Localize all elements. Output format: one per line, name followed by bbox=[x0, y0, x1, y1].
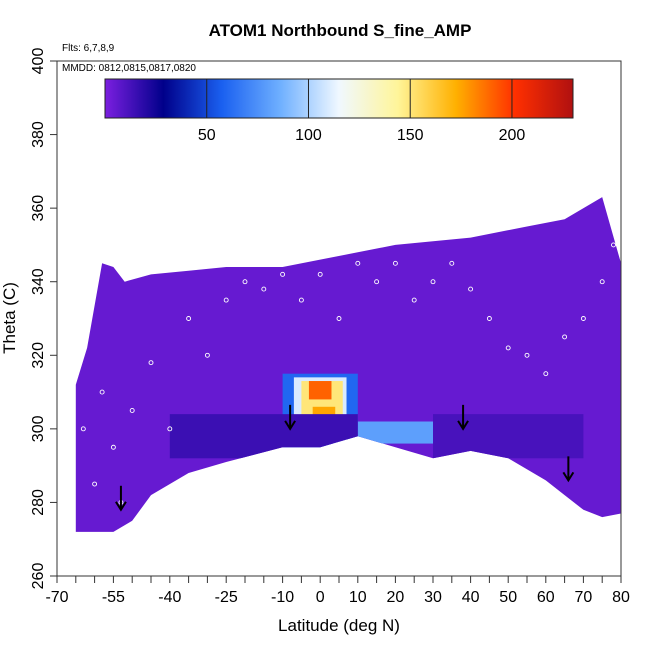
arrow-head bbox=[562, 471, 575, 483]
observation-point bbox=[298, 297, 304, 303]
x-tick-label: -40 bbox=[158, 589, 181, 606]
y-tick-label: 300 bbox=[30, 415, 47, 442]
x-tick-label: 40 bbox=[462, 589, 480, 606]
observation-point bbox=[562, 334, 568, 340]
arrow-marker bbox=[284, 404, 296, 431]
plot-area bbox=[56, 60, 622, 577]
x-tick-label: 70 bbox=[575, 589, 593, 606]
arrow-head bbox=[457, 420, 469, 431]
arrow-marker bbox=[562, 456, 575, 483]
arrow-markers bbox=[115, 404, 575, 512]
colorbar-tick-label: 200 bbox=[499, 127, 526, 144]
x-tick-label: 60 bbox=[537, 589, 555, 606]
x-tick-label: -10 bbox=[271, 589, 294, 606]
observation-point bbox=[80, 426, 86, 432]
observation-point bbox=[599, 279, 605, 285]
observation-point bbox=[374, 279, 380, 285]
observation-point bbox=[392, 260, 398, 266]
observation-point bbox=[430, 279, 436, 285]
y-axis: 260 280 300 320 340 360 380 400 bbox=[30, 48, 57, 590]
x-tick-label: 10 bbox=[349, 589, 367, 606]
observation-point bbox=[242, 279, 248, 285]
coverage-base bbox=[75, 197, 621, 532]
observation-point bbox=[280, 271, 286, 277]
observation-point bbox=[336, 316, 342, 321]
arrow-head bbox=[284, 420, 296, 431]
x-tick-label: 80 bbox=[612, 589, 630, 606]
y-tick-label: 380 bbox=[30, 121, 47, 148]
observation-point bbox=[411, 297, 417, 303]
colorbar: 50 100 150 200 bbox=[104, 78, 574, 144]
colorbar-gradient bbox=[104, 78, 574, 119]
observation-point bbox=[611, 242, 616, 248]
y-tick-label: 400 bbox=[30, 48, 47, 75]
heatmap-cell bbox=[169, 414, 358, 459]
observation-point bbox=[524, 352, 530, 358]
x-tick-label: 20 bbox=[387, 589, 405, 606]
observation-point bbox=[186, 316, 192, 321]
observation-point bbox=[110, 444, 116, 450]
observation-point bbox=[449, 260, 455, 266]
observation-point bbox=[505, 345, 511, 351]
y-tick-label: 260 bbox=[30, 563, 47, 590]
dates-note: MMDD: 0812,0815,0817,0820 bbox=[62, 63, 196, 74]
observation-point bbox=[486, 316, 492, 321]
observation-point bbox=[580, 316, 586, 321]
colorbar-tick-label: 100 bbox=[295, 127, 322, 144]
observation-point bbox=[261, 286, 267, 292]
arrow-head bbox=[115, 501, 127, 512]
colorbar-ticks: 50 100 150 200 bbox=[198, 79, 526, 144]
observation-point bbox=[99, 389, 105, 395]
observation-point bbox=[223, 297, 229, 303]
observation-point bbox=[468, 286, 474, 292]
x-tick-label: 30 bbox=[424, 589, 442, 606]
coverage-region bbox=[75, 197, 621, 532]
heatmap-cell bbox=[308, 381, 332, 400]
observation-point bbox=[317, 271, 323, 277]
heatmap-cell bbox=[357, 421, 433, 444]
x-tick-label: 0 bbox=[316, 589, 325, 606]
x-axis-label: Latitude (deg N) bbox=[278, 616, 400, 635]
x-tick-label: -25 bbox=[215, 589, 238, 606]
y-tick-label: 320 bbox=[30, 342, 47, 369]
observation-point bbox=[92, 481, 98, 487]
arrow-marker bbox=[457, 404, 469, 431]
colorbar-tick-label: 150 bbox=[397, 127, 424, 144]
y-axis-label: Theta (C) bbox=[0, 282, 19, 354]
y-tick-label: 360 bbox=[30, 195, 47, 222]
flights-note: Flts: 6,7,8,9 bbox=[62, 43, 115, 54]
observation-points bbox=[80, 242, 616, 505]
y-tick-label: 340 bbox=[30, 268, 47, 295]
x-tick-label: -70 bbox=[45, 589, 68, 606]
observation-point bbox=[167, 426, 173, 432]
colorbar-tick-label: 50 bbox=[198, 127, 216, 144]
observation-point bbox=[204, 352, 210, 358]
arrow-marker bbox=[115, 485, 127, 512]
chart-title: ATOM1 Northbound S_fine_AMP bbox=[209, 21, 472, 40]
observation-point bbox=[543, 371, 549, 377]
observation-point bbox=[148, 360, 154, 366]
y-tick-label: 280 bbox=[30, 489, 47, 516]
x-tick-label: -55 bbox=[102, 589, 125, 606]
observation-point bbox=[129, 408, 135, 413]
x-tick-label: 50 bbox=[499, 589, 517, 606]
observation-point bbox=[355, 260, 361, 266]
x-axis: -70 -55 -40 -25 -10 0 10 20 30 40 50 60 70 80 bbox=[45, 575, 630, 606]
heatmap-cell bbox=[433, 414, 584, 459]
